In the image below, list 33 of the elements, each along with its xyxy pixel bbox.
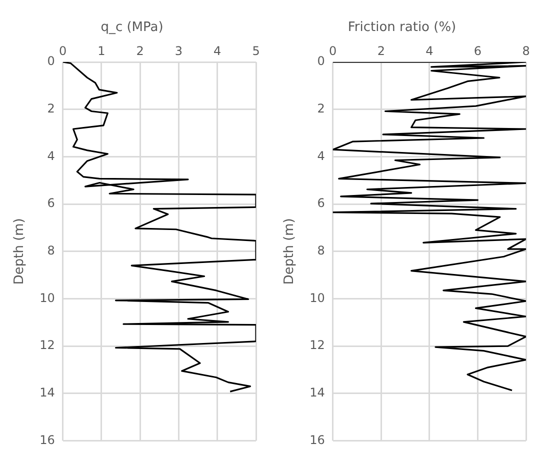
x-tick-label: 5 <box>252 44 260 58</box>
x-tick-label: 8 <box>522 44 530 58</box>
x-tick-label: 3 <box>174 44 183 58</box>
x-tick-label: 0 <box>329 44 337 58</box>
y-tick-label: 2 <box>47 101 55 116</box>
y-tick-label: 6 <box>317 196 325 210</box>
y-tick-label: 6 <box>47 196 55 210</box>
y-axis-title: Depth (m) <box>12 218 28 285</box>
x-tick-label: 6 <box>474 44 482 58</box>
y-tick-label: 4 <box>47 148 55 163</box>
chart-title: q_c (MPa) <box>100 20 164 36</box>
x-tick-label: 2 <box>377 44 385 58</box>
y-tick-label: 16 <box>310 432 325 447</box>
y-tick-label: 16 <box>40 432 55 447</box>
y-tick-label: 14 <box>310 386 325 400</box>
x-tick-label: 0 <box>59 44 67 58</box>
x-tick-label: 4 <box>426 44 434 58</box>
x-tick-label: 2 <box>136 44 144 58</box>
y-tick-label: 14 <box>40 386 55 400</box>
y-tick-label: 10 <box>40 290 55 305</box>
y-tick-label: 4 <box>317 148 325 163</box>
y-tick-label: 10 <box>310 290 325 305</box>
y-tick-label: 8 <box>317 244 325 258</box>
y-tick-label: 12 <box>310 338 325 352</box>
x-tick-label: 4 <box>214 44 222 58</box>
y-tick-label: 0 <box>47 54 55 68</box>
chart-title: Friction ratio (%) <box>348 20 456 36</box>
y-tick-label: 2 <box>317 101 325 116</box>
x-tick-label: 1 <box>98 44 106 58</box>
y-tick-label: 12 <box>40 338 55 352</box>
y-tick-label: 8 <box>47 244 55 258</box>
y-axis-title: Depth (m) <box>282 218 298 285</box>
y-tick-label: 0 <box>317 54 325 68</box>
